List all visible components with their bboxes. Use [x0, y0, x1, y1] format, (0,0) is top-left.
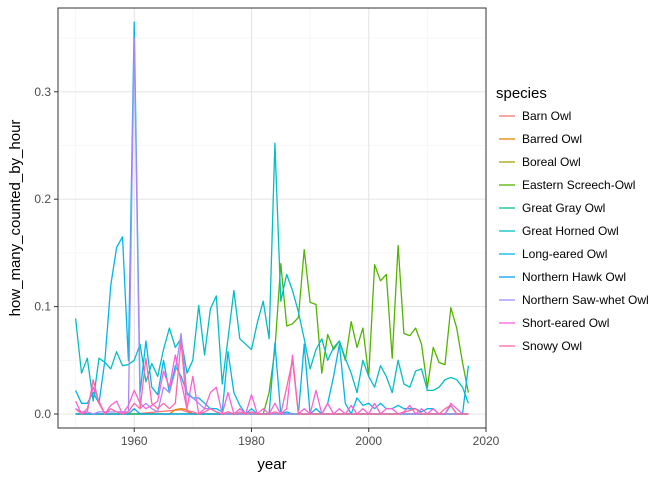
x-axis: 1960 1980 2000 2020	[121, 428, 500, 448]
x-tick-label: 1980	[238, 434, 265, 448]
legend-label-great-gray-owl: Great Gray Owl	[522, 201, 605, 215]
legend-label-great-horned-owl: Great Horned Owl	[522, 224, 619, 238]
y-tick-label: 0.0	[34, 407, 51, 421]
x-axis-title: year	[257, 456, 286, 473]
x-tick-label: 2000	[355, 434, 382, 448]
legend-label-barred-owl: Barred Owl	[522, 132, 582, 146]
plot-border	[57, 7, 487, 429]
y-tick-label: 0.1	[34, 300, 51, 314]
legend-label-snowy-owl: Snowy Owl	[522, 339, 582, 353]
legend: species Barn Owl Barred Owl Boreal Owl East…	[496, 85, 649, 353]
series-lines	[74, 21, 470, 415]
y-tick-label: 0.2	[34, 192, 51, 206]
series-line-snowy-owl	[75, 340, 469, 415]
y-axis-title: how_many_counted_by_hour	[7, 120, 24, 317]
legend-label-northern-hawk-owl: Northern Hawk Owl	[522, 270, 626, 284]
legend-label-short-eared-owl: Short-eared Owl	[522, 316, 609, 330]
legend-label-barn-owl: Barn Owl	[522, 109, 571, 123]
y-tick-label: 0.3	[34, 85, 51, 99]
legend-title: species	[496, 85, 547, 102]
legend-label-long-eared-owl: Long-eared Owl	[522, 247, 607, 261]
y-axis: 0.0 0.1 0.2 0.3	[34, 85, 58, 421]
series-line-great-horned-owl	[74, 142, 470, 404]
legend-label-northern-saw-whet-owl: Northern Saw-whet Owl	[522, 293, 649, 307]
x-tick-label: 1960	[121, 434, 148, 448]
legend-label-eastern-screech-owl: Eastern Screech-Owl	[522, 178, 635, 192]
legend-label-boreal-owl: Boreal Owl	[522, 155, 581, 169]
x-tick-label: 2020	[473, 434, 500, 448]
series-line-eastern-screech-owl	[75, 244, 470, 415]
series-line-long-eared-owl	[75, 21, 470, 415]
